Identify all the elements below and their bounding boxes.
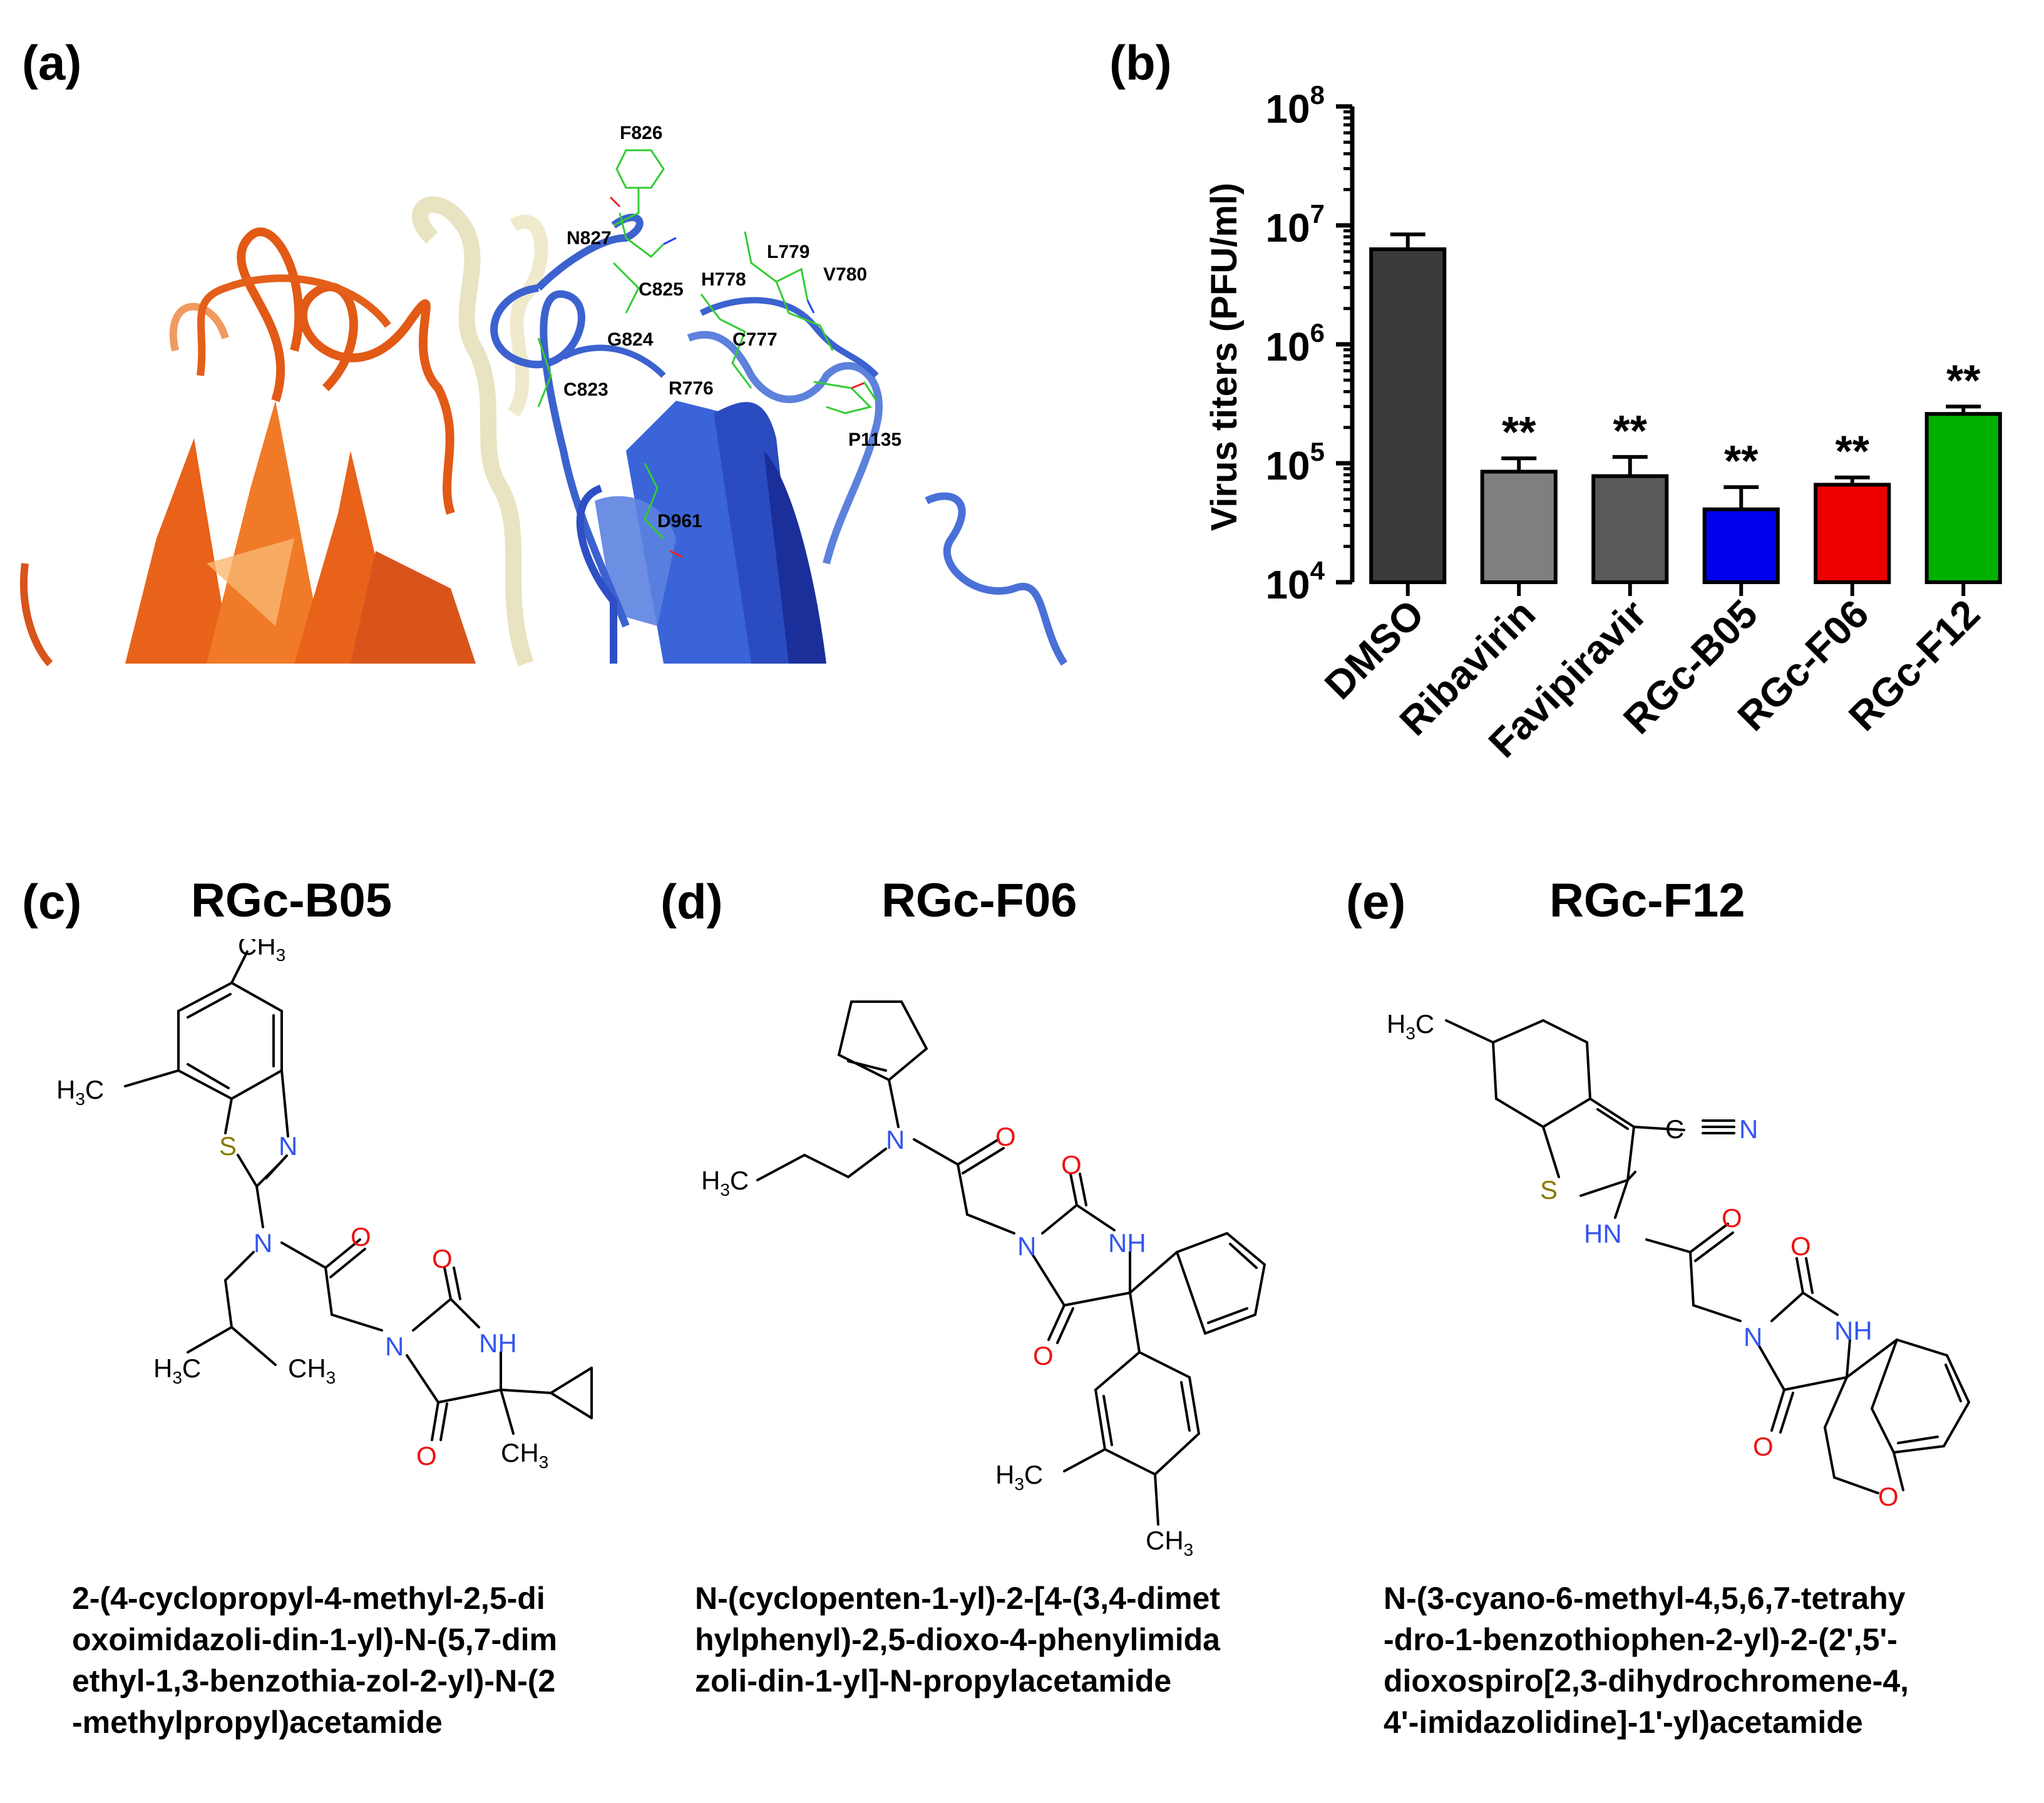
svg-text:N: N (254, 1228, 272, 1258)
iupac-line: -methylpropyl)acetamide (72, 1705, 443, 1740)
panel-e-label: (e) (1346, 874, 1406, 929)
svg-text:O: O (1878, 1482, 1899, 1511)
structure-rgc-f12: H3C S C N HN O O N NH O O (1387, 1009, 1970, 1511)
svg-text:CH3: CH3 (238, 939, 285, 965)
iupac-line: dioxospiro[2,3-dihydrochromene-4, (1384, 1663, 1909, 1698)
iupac-name-f06: N-(cyclopenten-1-yl)-2-[4-(3,4-dimet hyl… (695, 1578, 1220, 1702)
y-tick-label: 107 (1265, 199, 1325, 250)
iupac-line: -dro-1-benzothiophen-2-yl)-2-(2',5'- (1384, 1622, 1898, 1657)
residue-label: L779 (767, 242, 809, 262)
iupac-line: zoli-din-1-yl]-N-propylacetamide (695, 1663, 1172, 1698)
residue-label: V780 (823, 264, 867, 285)
svg-text:H3C: H3C (1387, 1009, 1434, 1043)
svg-text:N: N (385, 1332, 404, 1361)
bar (1369, 247, 1447, 584)
iupac-line: oxoimidazoli-din-1-yl)-N-(5,7-dim (72, 1622, 557, 1657)
panel-d-label: (d) (660, 874, 723, 929)
svg-text:C: C (1665, 1114, 1684, 1144)
panel-a-label: (a) (22, 35, 82, 90)
compound-title-b05: RGc-B05 (191, 874, 392, 927)
svg-text:NH: NH (1834, 1316, 1872, 1345)
bar (1814, 483, 1891, 585)
protein-structure: F826 N827 C825 H778 L779 V780 G824 C777 … (20, 123, 1068, 667)
significance-marker: ** (1502, 408, 1536, 456)
svg-text:O: O (1061, 1150, 1082, 1179)
significance-marker: ** (1724, 436, 1759, 485)
residue-label: F826 (620, 123, 662, 143)
structure-rgc-f06: N H3C O O N NH O H3C CH3 (701, 1000, 1266, 1559)
structure-rgc-b05: CH3 H3C N S N O O NH N O CH3 H3C CH3 (56, 939, 593, 1472)
panel-b-label: (b) (1109, 35, 1172, 90)
svg-text:N: N (279, 1131, 297, 1161)
iupac-name-b05: 2-(4-cyclopropyl-4-methyl-2,5-di oxoimid… (72, 1578, 557, 1743)
compound-title-f06: RGc-F06 (881, 874, 1077, 927)
bar (1702, 507, 1780, 584)
svg-text:H3C: H3C (701, 1166, 749, 1199)
svg-text:O: O (1790, 1231, 1811, 1261)
panel-c-label: (c) (22, 874, 82, 929)
iupac-line: N-(cyclopenten-1-yl)-2-[4-(3,4-dimet (695, 1581, 1220, 1616)
bar (1480, 470, 1558, 584)
bar (1924, 412, 2002, 585)
svg-text:H3C: H3C (56, 1075, 104, 1109)
svg-text:HN: HN (1584, 1219, 1622, 1248)
residue-label: P1135 (848, 429, 901, 450)
svg-text:N: N (1017, 1231, 1036, 1261)
svg-text:CH3: CH3 (501, 1438, 548, 1472)
svg-text:O: O (416, 1441, 437, 1471)
svg-text:NH: NH (479, 1328, 517, 1358)
iupac-line: 2-(4-cyclopropyl-4-methyl-2,5-di (72, 1581, 545, 1616)
svg-text:N: N (1744, 1322, 1762, 1352)
y-tick-label: 108 (1265, 80, 1325, 131)
significance-marker: ** (1946, 356, 1981, 404)
y-axis-label: Virus titers (PFU/ml) (1204, 183, 1245, 532)
residue-label: C823 (563, 379, 609, 400)
residue-label: R776 (669, 378, 714, 399)
svg-text:H3C: H3C (153, 1354, 201, 1387)
residue-label: D961 (657, 511, 702, 532)
compound-title-f12: RGc-F12 (1549, 874, 1745, 927)
svg-text:O: O (1722, 1203, 1742, 1233)
significance-marker: ** (1613, 406, 1648, 455)
iupac-line: hylphenyl)-2,5-dioxo-4-phenylimida (695, 1622, 1220, 1657)
residue-label: N827 (567, 228, 612, 249)
y-tick-label: 105 (1265, 437, 1325, 488)
svg-text:O: O (995, 1122, 1016, 1151)
svg-text:O: O (1753, 1432, 1774, 1461)
svg-text:CH3: CH3 (1146, 1526, 1193, 1559)
residue-label: G824 (607, 329, 654, 350)
iupac-line: N-(3-cyano-6-methyl-4,5,6,7-tetrahy (1384, 1581, 1906, 1616)
svg-text:NH: NH (1108, 1228, 1146, 1258)
iupac-name-f12: N-(3-cyano-6-methyl-4,5,6,7-tetrahy -dro… (1384, 1578, 1909, 1743)
y-tick-label: 104 (1265, 556, 1325, 607)
residue-label: C777 (732, 329, 778, 350)
iupac-line: ethyl-1,3-benzothia-zol-2-yl)-N-(2 (72, 1663, 556, 1698)
svg-text:N: N (886, 1125, 905, 1154)
svg-text:H3C: H3C (995, 1460, 1043, 1494)
svg-text:O: O (351, 1222, 371, 1251)
significance-marker: ** (1836, 427, 1870, 476)
svg-text:O: O (1033, 1341, 1054, 1370)
svg-text:O: O (432, 1244, 453, 1273)
svg-text:S: S (1540, 1175, 1558, 1205)
iupac-line: 4'-imidazolidine]-1'-yl)acetamide (1384, 1705, 1863, 1740)
y-tick-label: 106 (1265, 318, 1325, 369)
bar (1591, 474, 1669, 584)
svg-text:N: N (1739, 1114, 1758, 1144)
residue-label: H778 (701, 269, 746, 290)
svg-text:CH3: CH3 (288, 1354, 336, 1387)
residue-label: C825 (639, 279, 684, 300)
svg-text:S: S (219, 1131, 237, 1161)
virus-titer-chart: Virus titers (PFU/ml) 104 105 106 107 108 **… (1204, 80, 2002, 766)
